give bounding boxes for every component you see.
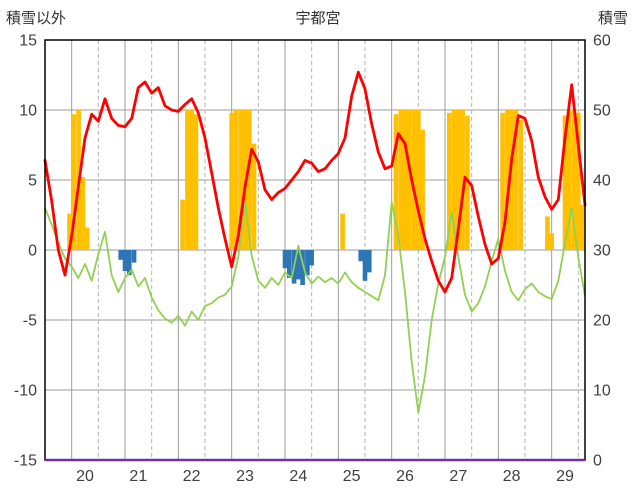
x-tick-label: 24 (289, 468, 307, 485)
x-tick-label: 22 (183, 468, 201, 485)
precipitation-bars (358, 250, 364, 262)
sunshine-bars (566, 110, 572, 250)
x-tick-label: 25 (343, 468, 361, 485)
left-tick-label: -10 (14, 383, 37, 400)
right-tick-label: 30 (593, 243, 611, 260)
sunshine-bars (411, 110, 417, 250)
precipitation-bars (300, 250, 305, 285)
x-tick-label: 23 (236, 468, 254, 485)
sunshine-bars (185, 110, 190, 250)
left-tick-label: 0 (28, 243, 37, 260)
sunshine-bars (340, 213, 345, 250)
sunshine-bars (393, 114, 399, 250)
x-tick-label: 20 (76, 468, 94, 485)
left-axis-title: 積雪以外 (6, 10, 67, 27)
left-tick-label: -5 (23, 313, 37, 330)
sunshine-bars (571, 110, 577, 250)
precipitation-bars (296, 250, 301, 280)
precipitation-bars (366, 250, 372, 273)
sunshine-bars (505, 110, 510, 250)
temperature-line (43, 70, 587, 294)
right-tick-label: 20 (593, 313, 611, 330)
right-tick-label: 40 (593, 173, 611, 190)
precipitation-bars (282, 250, 288, 269)
sunshine-bars (416, 110, 421, 250)
precipitation-bars (362, 250, 368, 281)
sunshine-bars (238, 110, 244, 250)
sunshine-bars (251, 143, 257, 250)
precipitation-bars (126, 250, 132, 276)
left-tick-label: 5 (28, 173, 37, 190)
sunshine-bars (193, 114, 199, 250)
sunshine-bars (84, 227, 90, 250)
sunshine-bars (562, 115, 568, 250)
sunshine-bars (67, 213, 72, 250)
sunshine-bars (465, 115, 470, 250)
sunshine-bars (80, 177, 86, 250)
x-tick-label: 26 (396, 468, 414, 485)
sunshine-bars (576, 112, 581, 250)
right-tick-label: 50 (593, 103, 611, 120)
precipitation-bars (122, 250, 128, 271)
x-tick-label: 27 (449, 468, 467, 485)
sunshine-bars (509, 110, 514, 250)
sunshine-bars (549, 233, 554, 250)
right-axis-title: 積雪 (597, 10, 628, 27)
left-tick-label: 10 (19, 103, 37, 120)
sunshine-bars (229, 112, 234, 250)
sunshine-bars (233, 110, 239, 250)
right-tick-label: 0 (593, 453, 602, 470)
green-line (44, 200, 586, 414)
sunshine-bars (180, 199, 185, 250)
sunshine-bars (545, 216, 550, 250)
precipitation-bars (118, 250, 124, 260)
precipitation-bars (309, 250, 314, 266)
right-tick-label: 10 (593, 383, 611, 400)
sunshine-bars (71, 114, 77, 250)
precipitation-bars (131, 250, 137, 263)
sunshine-bars (420, 129, 425, 250)
sunshine-bars (518, 119, 524, 250)
sunshine-bars (580, 205, 585, 250)
left-tick-label: 15 (19, 33, 37, 50)
sunshine-bars (406, 110, 412, 250)
x-tick-label: 28 (503, 468, 521, 485)
sunshine-bars (513, 110, 519, 250)
sunshine-bars (451, 110, 457, 250)
sunshine-bars (456, 110, 461, 250)
sunshine-bars (398, 110, 404, 250)
sunshine-bars (460, 110, 465, 250)
right-tick-label: 60 (593, 33, 611, 50)
sunshine-bars (446, 112, 452, 250)
sunshine-bars (246, 110, 252, 250)
sunshine-bars (500, 112, 505, 250)
x-tick-label: 21 (129, 468, 147, 485)
x-tick-label: 29 (556, 468, 574, 485)
sunshine-bars (189, 110, 194, 250)
left-tick-label: -15 (14, 453, 37, 470)
sunshine-bars (402, 110, 408, 250)
chart-title: 宇都宮 (295, 10, 341, 27)
precipitation-bars (305, 250, 310, 276)
precipitation-bars (286, 250, 292, 278)
